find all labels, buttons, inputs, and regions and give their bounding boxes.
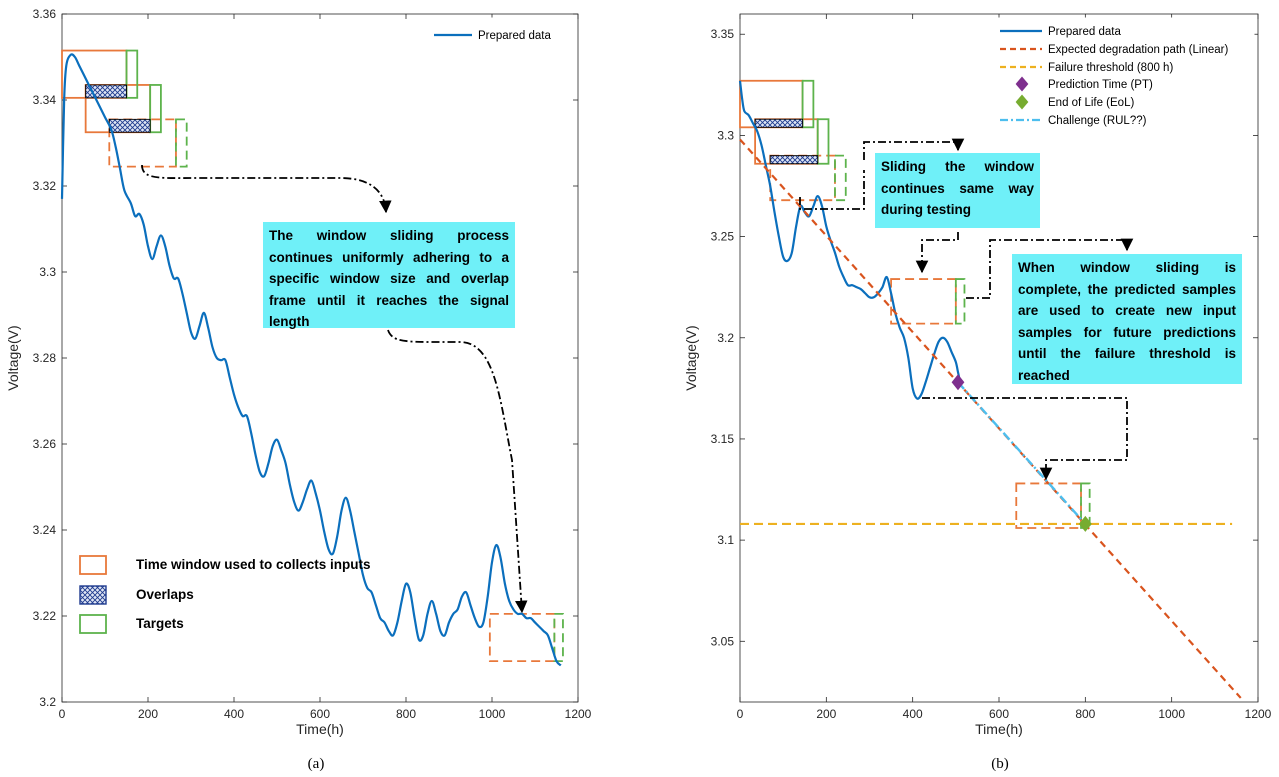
legend-frame — [991, 17, 1255, 131]
y-tick-label: 3.26 — [33, 437, 57, 451]
caption-a: (a) — [308, 756, 325, 772]
legend-swatch-prediction-time — [1015, 76, 1029, 92]
target-box — [816, 118, 830, 165]
legend-frame — [417, 17, 577, 47]
x-tick-label: 200 — [138, 707, 158, 721]
y-axis-label: Voltage(V) — [5, 325, 21, 390]
caption-b: (b) — [991, 756, 1009, 772]
x-tick-label: 800 — [1075, 707, 1095, 721]
y-tick-label: 3.34 — [33, 93, 57, 107]
legend-a: Prepared data — [417, 17, 577, 47]
connector-arrow-a2 — [387, 329, 528, 614]
target-box — [125, 49, 139, 99]
target-box — [553, 612, 564, 663]
legend-entry-expected-path: Expected degradation path (Linear) — [1048, 44, 1228, 56]
legend-swatch-window — [79, 555, 107, 575]
x-tick-label: 600 — [310, 707, 330, 721]
y-tick-label: 3.28 — [33, 351, 57, 365]
y-tick-label: 3.36 — [33, 7, 57, 21]
annotation-prediction: When window sliding is complete, the pre… — [1012, 254, 1242, 384]
legend-swatch-targets — [79, 614, 107, 634]
overlap-box — [754, 118, 804, 128]
legend-b: Prepared data Expected degradation path (… — [991, 17, 1255, 131]
y-tick-label: 3.25 — [711, 230, 735, 244]
x-tick-label: 1200 — [1245, 707, 1272, 721]
y-tick-label: 3.32 — [33, 179, 57, 193]
annotation-testing: Sliding the window continues same way du… — [875, 153, 1040, 228]
y-tick-label: 3.3 — [717, 128, 734, 142]
x-axis-label: Time(h) — [975, 721, 1023, 737]
x-tick-label: 0 — [59, 707, 66, 721]
overlap-box — [769, 155, 819, 165]
legend-entry-end-of-life: End of Life (EoL) — [1048, 97, 1134, 109]
x-tick-label: 200 — [816, 707, 836, 721]
legend-label-window: Time window used to collects inputs — [136, 557, 371, 572]
legend-entry-prepared-data: Prepared data — [478, 30, 551, 42]
connector-arrow-b1 — [863, 138, 965, 160]
x-tick-label: 1000 — [1158, 707, 1185, 721]
connector-arrow-b3 — [966, 238, 1134, 299]
connector-arrow-b2 — [915, 232, 959, 274]
target-box — [149, 84, 162, 134]
x-axis-label: Time(h) — [296, 721, 344, 737]
target-box — [954, 278, 966, 325]
y-tick-label: 3.22 — [33, 609, 57, 623]
y-tick-label: 3.2 — [39, 695, 56, 709]
legend-swatch-end-of-life — [1015, 94, 1029, 110]
x-tick-label: 1200 — [565, 707, 592, 721]
overlap-box — [108, 118, 151, 133]
legend-entry-challenge: Challenge (RUL??) — [1048, 115, 1147, 127]
series-line-challenge — [957, 381, 1087, 525]
legend-entry-prepared-data: Prepared data — [1048, 26, 1121, 38]
legend-swatch-overlaps — [79, 585, 107, 605]
overlap-box — [85, 84, 127, 99]
connector-arrow-a1 — [141, 164, 392, 214]
y-tick-label: 3.05 — [711, 634, 735, 648]
y-tick-label: 3.3 — [39, 265, 56, 279]
chart-panel-a: 0 200 400 600 800 1000 1200 3.2 3.22 3.24 3.26 3.28… — [5, 7, 592, 737]
series-line-prepared-data — [60, 53, 562, 667]
target-box — [175, 118, 188, 168]
x-tick-label: 400 — [903, 707, 923, 721]
x-tick-label: 600 — [989, 707, 1009, 721]
x-tick-label: 800 — [396, 707, 416, 721]
annotation-window-sliding: The window sliding process continues uni… — [263, 222, 515, 329]
y-tick-label: 3.24 — [33, 523, 57, 537]
x-tick-label: 0 — [737, 707, 744, 721]
y-tick-label: 3.35 — [711, 27, 735, 41]
marker-end-of-life — [1078, 515, 1092, 532]
legend-label-targets: Targets — [136, 616, 184, 631]
legend-label-overlaps: Overlaps — [136, 587, 194, 602]
y-tick-label: 3.2 — [717, 331, 734, 345]
target-box — [834, 154, 847, 202]
target-box — [801, 79, 815, 129]
connector-line-b1 — [799, 170, 865, 210]
legend-entry-prediction-time: Prediction Time (PT) — [1048, 79, 1153, 91]
series-line-expected-path — [739, 138, 1242, 699]
marker-prediction-time — [951, 374, 965, 391]
x-tick-label: 400 — [224, 707, 244, 721]
legend-entry-failure-threshold: Failure threshold (800 h) — [1048, 62, 1173, 74]
series-line-prepared-data — [738, 80, 962, 400]
x-tick-label: 1000 — [479, 707, 506, 721]
y-axis-label: Voltage(V) — [683, 325, 699, 390]
y-tick-label: 3.1 — [717, 533, 734, 547]
y-tick-label: 3.15 — [711, 432, 735, 446]
connector-arrow-b4 — [922, 397, 1128, 481]
